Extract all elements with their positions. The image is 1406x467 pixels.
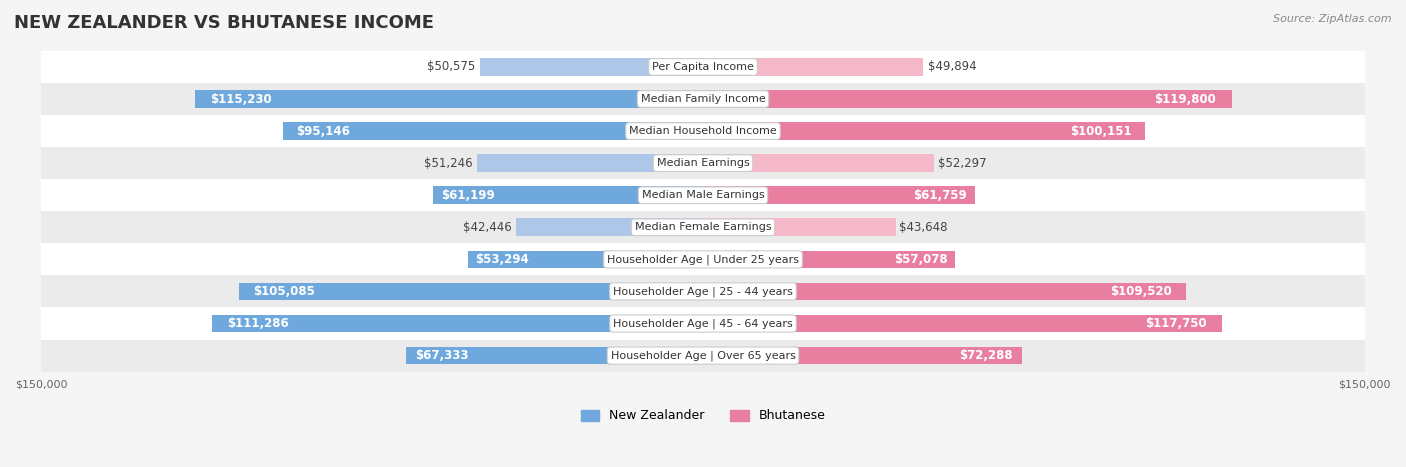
Text: Median Female Earnings: Median Female Earnings bbox=[634, 222, 772, 232]
Text: $61,199: $61,199 bbox=[441, 189, 495, 202]
Bar bbox=[41, 307, 1365, 340]
Bar bbox=[41, 147, 1365, 179]
Text: $51,246: $51,246 bbox=[423, 156, 472, 170]
Bar bbox=[703, 154, 934, 172]
Text: $50,575: $50,575 bbox=[427, 60, 475, 73]
Text: $53,294: $53,294 bbox=[475, 253, 529, 266]
Bar bbox=[41, 83, 1365, 115]
Text: Median Male Earnings: Median Male Earnings bbox=[641, 190, 765, 200]
Text: $109,520: $109,520 bbox=[1109, 285, 1171, 298]
Bar bbox=[212, 315, 703, 333]
Bar bbox=[41, 115, 1365, 147]
Bar bbox=[41, 179, 1365, 211]
Bar bbox=[41, 51, 1365, 83]
Bar bbox=[703, 58, 924, 76]
Bar bbox=[239, 283, 703, 300]
Text: $67,333: $67,333 bbox=[415, 349, 468, 362]
Bar bbox=[703, 347, 1022, 364]
Bar bbox=[703, 90, 1232, 108]
Bar bbox=[479, 58, 703, 76]
Text: Source: ZipAtlas.com: Source: ZipAtlas.com bbox=[1274, 14, 1392, 24]
Bar bbox=[516, 219, 703, 236]
Text: $57,078: $57,078 bbox=[894, 253, 948, 266]
Bar bbox=[41, 276, 1365, 307]
Text: $49,894: $49,894 bbox=[928, 60, 976, 73]
Text: $52,297: $52,297 bbox=[938, 156, 987, 170]
Text: Median Family Income: Median Family Income bbox=[641, 94, 765, 104]
Bar bbox=[41, 340, 1365, 372]
Bar bbox=[41, 211, 1365, 243]
Text: Householder Age | 25 - 44 years: Householder Age | 25 - 44 years bbox=[613, 286, 793, 297]
Bar bbox=[703, 122, 1144, 140]
Text: Per Capita Income: Per Capita Income bbox=[652, 62, 754, 72]
Text: $119,800: $119,800 bbox=[1154, 92, 1216, 106]
Text: $42,446: $42,446 bbox=[463, 221, 512, 234]
Text: Median Earnings: Median Earnings bbox=[657, 158, 749, 168]
Bar bbox=[703, 186, 976, 204]
Text: Median Household Income: Median Household Income bbox=[628, 126, 778, 136]
Legend: New Zealander, Bhutanese: New Zealander, Bhutanese bbox=[575, 404, 831, 427]
Text: $111,286: $111,286 bbox=[226, 317, 288, 330]
Text: $115,230: $115,230 bbox=[209, 92, 271, 106]
Bar bbox=[703, 251, 955, 268]
Bar bbox=[194, 90, 703, 108]
Text: $95,146: $95,146 bbox=[295, 125, 350, 138]
Text: $100,151: $100,151 bbox=[1070, 125, 1132, 138]
Bar bbox=[41, 243, 1365, 276]
Text: NEW ZEALANDER VS BHUTANESE INCOME: NEW ZEALANDER VS BHUTANESE INCOME bbox=[14, 14, 434, 32]
Bar bbox=[283, 122, 703, 140]
Text: $43,648: $43,648 bbox=[900, 221, 948, 234]
Text: Householder Age | Over 65 years: Householder Age | Over 65 years bbox=[610, 350, 796, 361]
Bar bbox=[406, 347, 703, 364]
Text: Householder Age | Under 25 years: Householder Age | Under 25 years bbox=[607, 254, 799, 265]
Text: $117,750: $117,750 bbox=[1146, 317, 1206, 330]
Bar bbox=[468, 251, 703, 268]
Bar bbox=[703, 283, 1187, 300]
Bar bbox=[703, 315, 1222, 333]
Bar bbox=[477, 154, 703, 172]
Bar bbox=[433, 186, 703, 204]
Text: $105,085: $105,085 bbox=[253, 285, 315, 298]
Bar bbox=[703, 219, 896, 236]
Text: $61,759: $61,759 bbox=[914, 189, 967, 202]
Text: $72,288: $72,288 bbox=[959, 349, 1012, 362]
Text: Householder Age | 45 - 64 years: Householder Age | 45 - 64 years bbox=[613, 318, 793, 329]
